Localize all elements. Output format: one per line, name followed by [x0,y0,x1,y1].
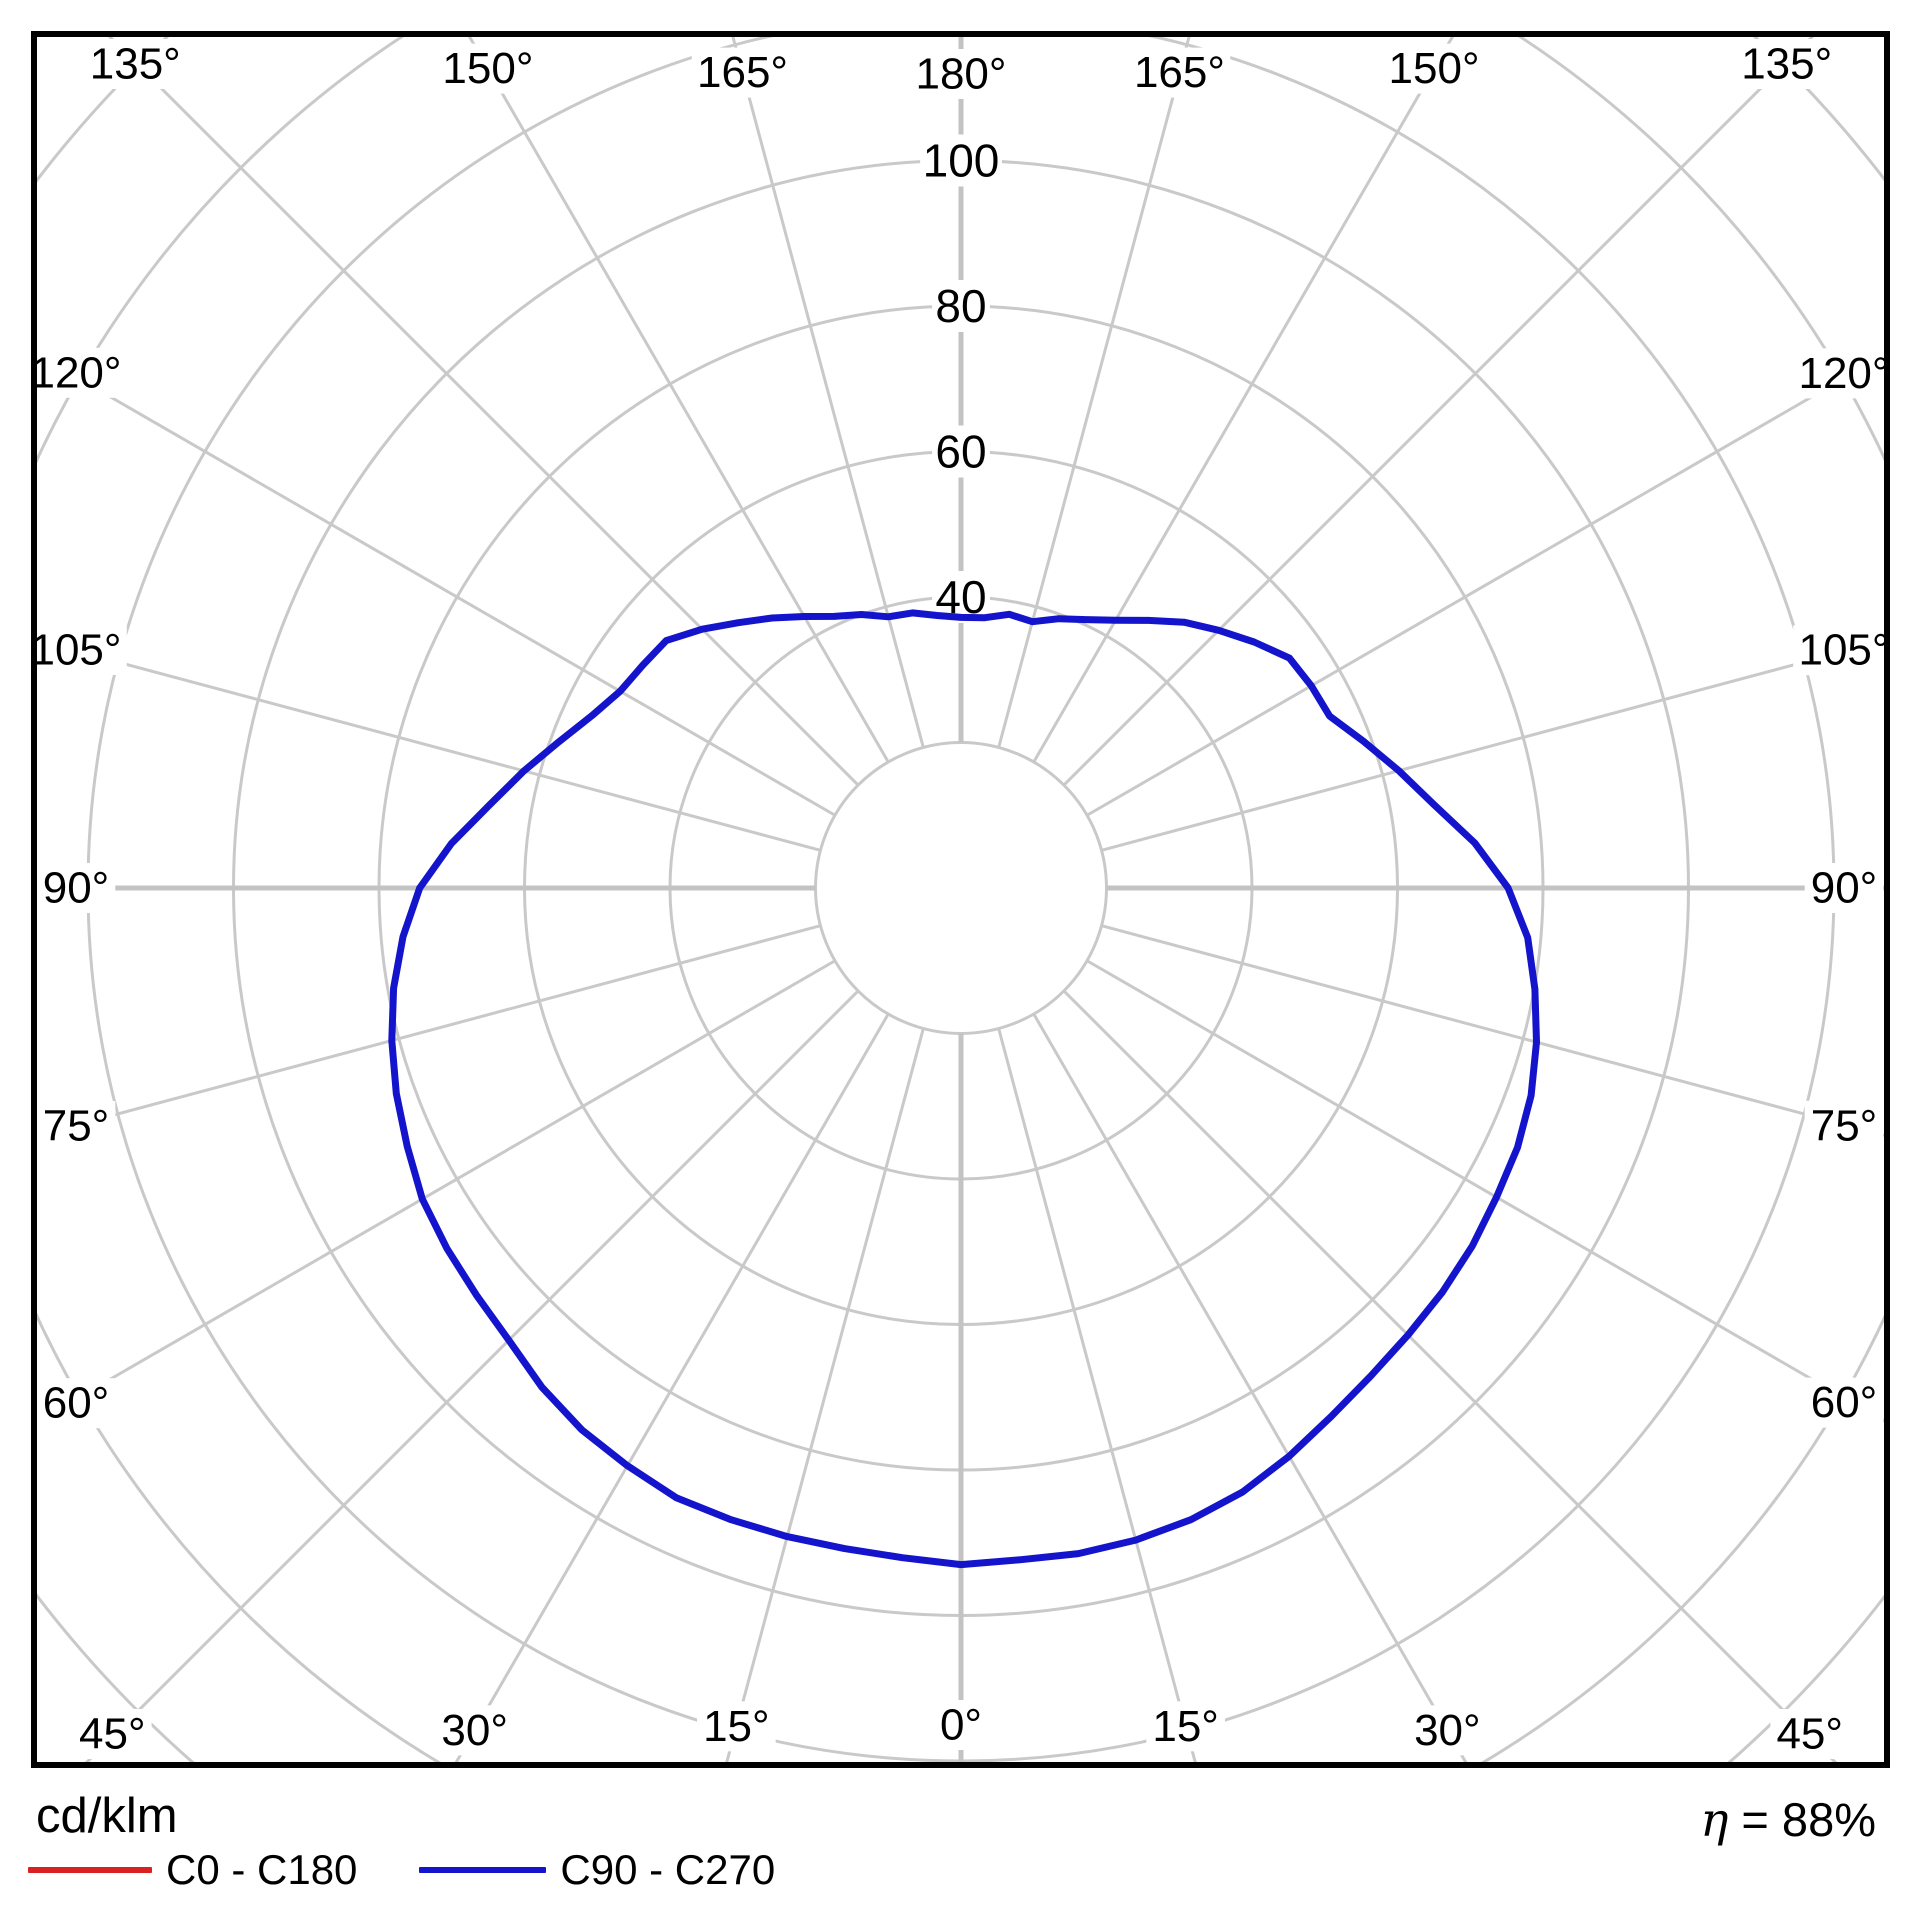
angle-label-bg [1804,1100,1884,1151]
angle-label: 180° [915,50,1006,99]
angle-label: 15° [1152,1702,1219,1751]
radial-value-label: 80 [935,280,986,332]
angle-label-bg [933,1700,989,1750]
c0-c180-line-swatch [28,1867,152,1873]
angle-label: 105° [30,625,121,674]
angle-label-bg [697,1701,776,1752]
grid-radial-line [1101,638,1887,852]
angle-label-bg [1408,1705,1487,1756]
plot-border [31,31,1890,1768]
angle-label-bg [1804,863,1884,913]
angle-label-bg [1128,47,1231,98]
legend: C0 - C180 C90 - C270 [28,1844,775,1896]
eta-value: = 88% [1741,1793,1876,1846]
grid-radial-line [1032,34,1456,763]
c90-c270-line-swatch [419,1867,547,1873]
angle-label-bg [437,43,539,94]
angle-label: 30° [441,1706,508,1755]
grid-radial-line [997,1028,1198,1765]
angle-label: 120° [30,348,121,397]
angle-label-bg [1804,1377,1884,1428]
unit-label: cd/klm [36,1789,178,1843]
radial-value-label-bg [932,280,990,332]
legend-label-c90-c270: C90 - C270 [560,1846,776,1893]
angle-label-bg [910,49,1012,99]
angle-label-bg [36,1378,116,1429]
angle-label: 45° [79,1710,146,1759]
angle-label-bg [72,1709,152,1759]
angle-label-bg [36,863,116,913]
grid-radial-line [466,34,890,763]
radial-value-label-bg [920,134,1002,187]
angle-label: 90° [1811,864,1878,913]
radial-value-label: 60 [935,426,986,478]
angle-label-bg [25,624,127,675]
angle-label: 60° [1811,1378,1878,1427]
grid-radial-line [1032,1013,1470,1765]
angle-label-bg [1146,1701,1225,1752]
efficiency-label: η = 88% [1700,1792,1876,1848]
grid-radial-line [34,638,821,852]
angle-label: 60° [43,1379,110,1428]
angle-label: 120° [1798,349,1889,398]
grid-radial-line [452,1013,890,1765]
angle-label: 0° [940,1701,982,1750]
angle-label-bg [25,347,127,398]
grid-radial-line [1086,351,1887,817]
radial-value-label: 100 [923,135,1000,187]
angle-label: 150° [1389,44,1480,93]
grid-radial-line [997,34,1192,748]
angle-label-bg [435,1705,514,1756]
angle-label-bg [1793,625,1895,676]
angle-label: 135° [1741,40,1832,89]
angle-label: 45° [1776,1710,1843,1759]
angle-label: 165° [697,48,788,97]
grid-radial-line [34,924,821,1138]
angle-label-bg [1735,39,1838,89]
angle-label-bg [1793,348,1895,399]
grid-radial-line [34,351,836,817]
grid-radial-line [1086,959,1887,1425]
angle-label-bg [1770,1709,1850,1759]
grid-radial-line [34,959,836,1425]
angle-label-bg [691,47,794,98]
angle-label: 165° [1134,48,1225,97]
eta-symbol: η [1700,1793,1729,1848]
grid-ring [814,741,1108,1035]
grid-radial-line [730,34,925,748]
radial-value-label-bg [932,425,990,478]
angle-label-bg [1383,43,1485,94]
angle-label: 75° [43,1102,110,1151]
angle-label-bg [36,1101,116,1152]
legend-label-c0-c180: C0 - C180 [166,1846,358,1893]
c90-c270-curve [388,609,1540,1569]
angle-label: 30° [1414,1706,1481,1755]
angle-label: 105° [1798,626,1889,675]
grid-radial-line [1101,924,1887,1138]
angle-label: 150° [442,44,533,93]
angle-label: 90° [43,864,110,913]
angle-label: 75° [1811,1101,1878,1150]
grid-radial-line [724,1028,925,1765]
angle-label-bg [84,39,187,89]
angle-label: 135° [90,40,181,89]
angle-label: 15° [703,1702,770,1751]
